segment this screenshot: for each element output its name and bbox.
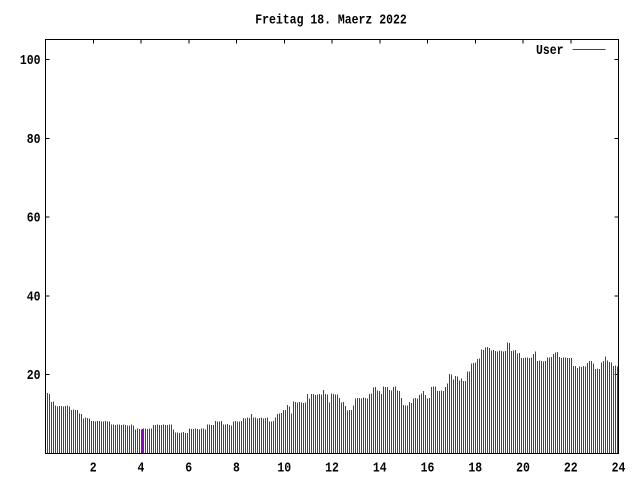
svg-text:14: 14 xyxy=(373,459,387,475)
svg-text:100: 100 xyxy=(20,52,41,68)
svg-text:80: 80 xyxy=(27,131,41,147)
svg-text:20: 20 xyxy=(27,367,41,383)
svg-text:4: 4 xyxy=(138,459,145,475)
svg-text:8: 8 xyxy=(233,459,240,475)
svg-text:User: User xyxy=(536,42,564,58)
svg-text:20: 20 xyxy=(516,459,530,475)
svg-text:6: 6 xyxy=(185,459,192,475)
svg-text:2: 2 xyxy=(90,459,97,475)
svg-text:12: 12 xyxy=(325,459,339,475)
svg-text:10: 10 xyxy=(277,459,291,475)
svg-text:60: 60 xyxy=(27,210,41,226)
svg-text:16: 16 xyxy=(421,459,435,475)
svg-text:24: 24 xyxy=(612,459,626,475)
svg-text:40: 40 xyxy=(27,288,41,304)
svg-text:18: 18 xyxy=(468,459,482,475)
svg-text:22: 22 xyxy=(564,459,578,475)
svg-text:Freitag 18. Maerz 2022: Freitag 18. Maerz 2022 xyxy=(255,12,407,28)
